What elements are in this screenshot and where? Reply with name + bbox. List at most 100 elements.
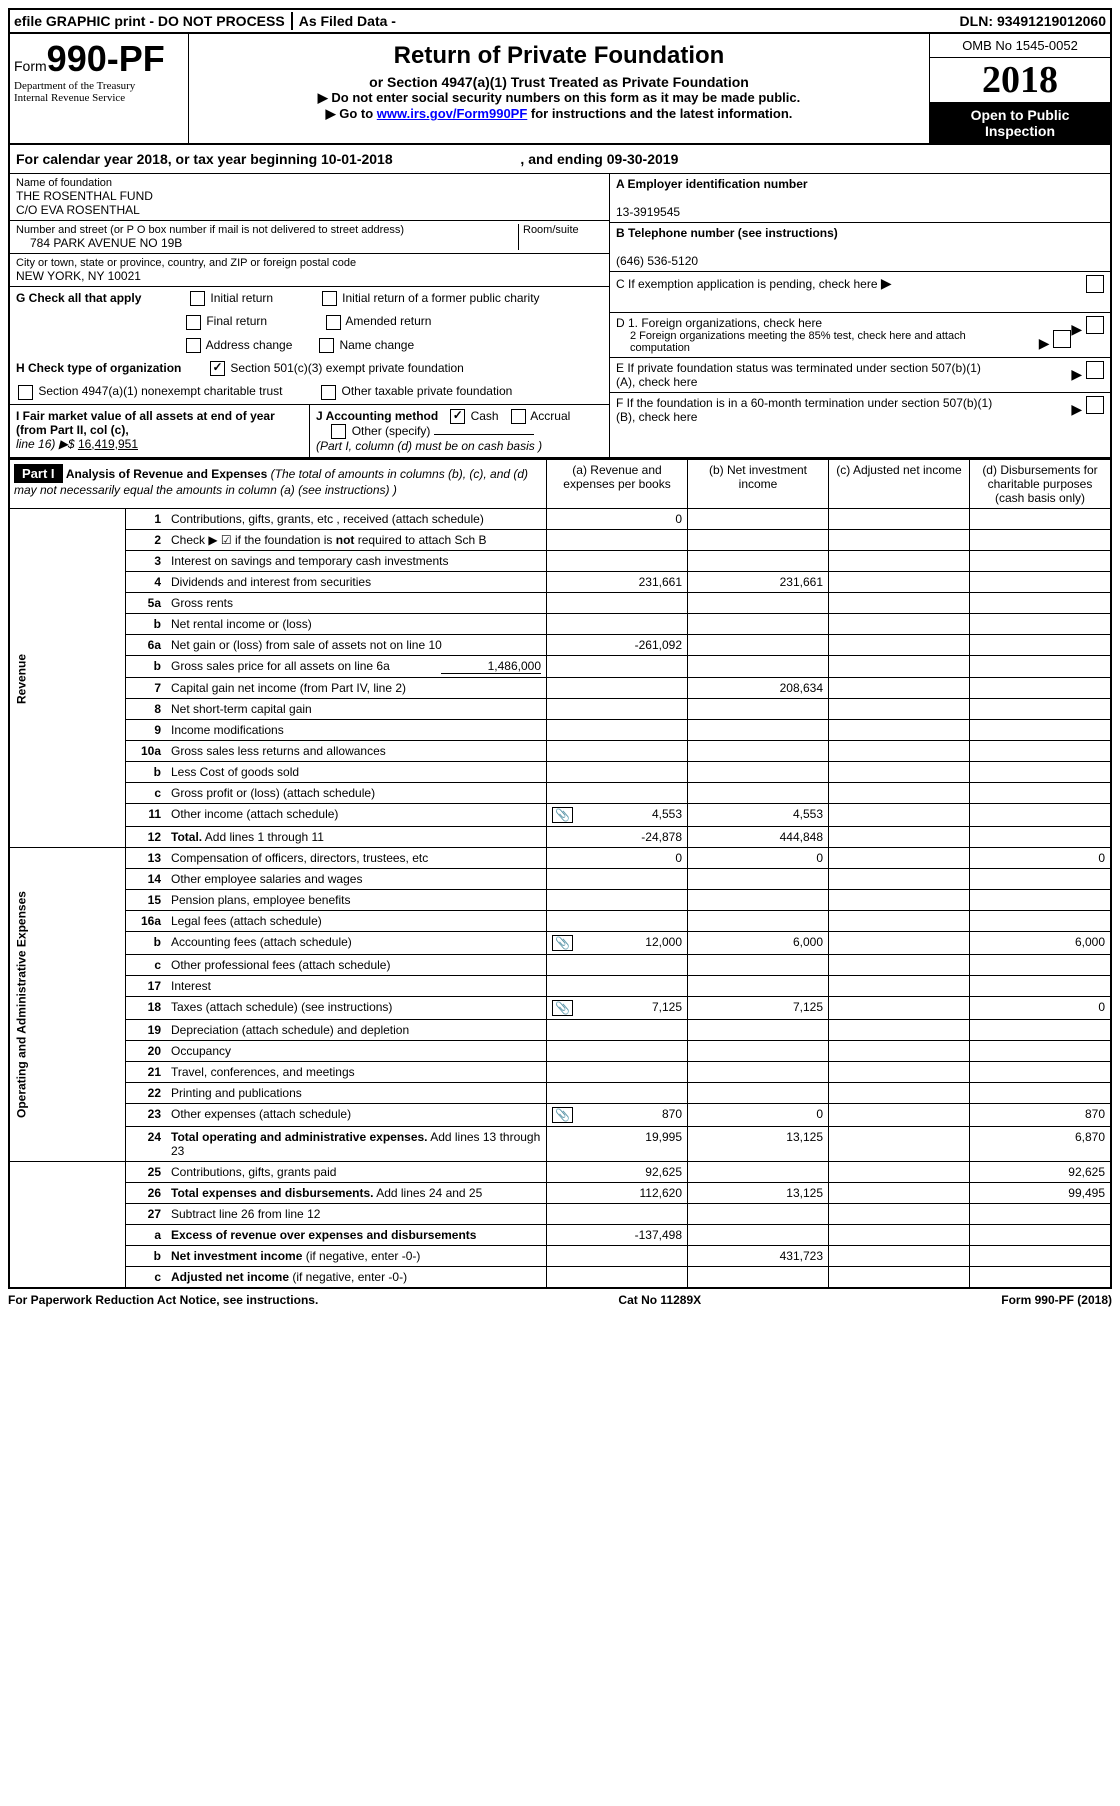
c-label: C If exemption application is pending, c… (616, 277, 878, 291)
foundation-addr: 784 PARK AVENUE NO 19B (16, 236, 514, 250)
cb-501c3[interactable]: ✓ (210, 361, 225, 376)
cb-other-tax[interactable] (321, 385, 336, 400)
inspection-line1: Open to Public (934, 107, 1106, 123)
table-row: 11Other income (attach schedule)📎4,5534,… (9, 804, 1111, 827)
dln-label: DLN: (960, 13, 993, 29)
cb-initial-former[interactable] (322, 291, 337, 306)
table-row: aExcess of revenue over expenses and dis… (9, 1225, 1111, 1246)
ein-value: 13-3919545 (616, 205, 680, 219)
table-row: 18Taxes (attach schedule) (see instructi… (9, 997, 1111, 1020)
table-row: 23Other expenses (attach schedule)📎87008… (9, 1104, 1111, 1127)
name-label: Name of foundation (16, 177, 603, 189)
footer-left: For Paperwork Reduction Act Notice, see … (8, 1293, 318, 1307)
cb-name[interactable] (319, 338, 334, 353)
f-label: F If the foundation is in a 60-month ter… (616, 396, 996, 424)
cal-year-end: , and ending 09-30-2019 (520, 151, 678, 167)
dln-value: 93491219012060 (997, 13, 1106, 29)
table-row: 22Printing and publications (9, 1083, 1111, 1104)
fmv-value: 16,419,951 (78, 437, 138, 451)
table-row: 27Subtract line 26 from line 12 (9, 1204, 1111, 1225)
table-row: 15Pension plans, employee benefits (9, 890, 1111, 911)
inst2-post: for instructions and the latest informat… (527, 106, 792, 121)
table-row: 24Total operating and administrative exp… (9, 1127, 1111, 1162)
efile-label: efile GRAPHIC print - DO NOT PROCESS (14, 13, 285, 29)
table-row: 26Total expenses and disbursements. Add … (9, 1183, 1111, 1204)
cb-cash[interactable]: ✓ (450, 409, 465, 424)
table-row: 25Contributions, gifts, grants paid92,62… (9, 1162, 1111, 1183)
irs-link[interactable]: www.irs.gov/Form990PF (377, 106, 528, 121)
table-row: Operating and Administrative Expenses13C… (9, 848, 1111, 869)
cb-d1[interactable] (1086, 316, 1104, 334)
table-row: cGross profit or (loss) (attach schedule… (9, 783, 1111, 804)
e-label: E If private foundation status was termi… (616, 361, 996, 389)
table-row: 10aGross sales less returns and allowanc… (9, 741, 1111, 762)
dept-line1: Department of the Treasury (14, 80, 184, 92)
cb-other-acct[interactable] (331, 424, 346, 439)
table-row: 16aLegal fees (attach schedule) (9, 911, 1111, 932)
form-number: 990-PF (47, 38, 165, 79)
dept-line2: Internal Revenue Service (14, 92, 184, 104)
d2-label: 2 Foreign organizations meeting the 85% … (616, 330, 980, 354)
form-prefix: Form (14, 58, 47, 74)
room-label: Room/suite (523, 224, 603, 236)
j-note: (Part I, column (d) must be on cash basi… (316, 439, 542, 453)
footer-right: Form 990-PF (2018) (1001, 1293, 1112, 1307)
table-row: 8Net short-term capital gain (9, 699, 1111, 720)
inspection-line2: Inspection (934, 123, 1106, 139)
table-row: bLess Cost of goods sold (9, 762, 1111, 783)
cb-4947[interactable] (18, 385, 33, 400)
cb-accrual[interactable] (511, 409, 526, 424)
table-row: 19Depreciation (attach schedule) and dep… (9, 1020, 1111, 1041)
table-row: 5aGross rents (9, 593, 1111, 614)
cb-e[interactable] (1086, 361, 1104, 379)
h-label: H Check type of organization (16, 361, 181, 375)
table-row: Revenue1Contributions, gifts, grants, et… (9, 509, 1111, 530)
foundation-name1: THE ROSENTHAL FUND (16, 189, 603, 203)
table-row: 21Travel, conferences, and meetings (9, 1062, 1111, 1083)
i-label2: line 16) ▶$ (16, 437, 78, 451)
cb-f[interactable] (1086, 396, 1104, 414)
d1-label: D 1. Foreign organizations, check here (616, 316, 822, 330)
cb-amended[interactable] (326, 315, 341, 330)
asfiled-label: As Filed Data - (299, 13, 396, 29)
table-row: 4Dividends and interest from securities2… (9, 572, 1111, 593)
phone-value: (646) 536-5120 (616, 254, 698, 268)
col-c-header: (c) Adjusted net income (829, 460, 970, 509)
form-subtitle: or Section 4947(a)(1) Trust Treated as P… (199, 74, 919, 90)
foundation-name2: C/O EVA ROSENTHAL (16, 203, 603, 217)
cb-c[interactable] (1086, 275, 1104, 293)
part1-table: Part I Analysis of Revenue and Expenses … (8, 459, 1112, 1289)
revenue-label: Revenue (9, 509, 126, 848)
col-a-header: (a) Revenue and expenses per books (547, 460, 688, 509)
cb-initial[interactable] (190, 291, 205, 306)
inst2-pre: ▶ Go to (326, 106, 377, 121)
table-row: 14Other employee salaries and wages (9, 869, 1111, 890)
g-label: G Check all that apply (16, 291, 141, 305)
col-d-header: (d) Disbursements for charitable purpose… (970, 460, 1112, 509)
i-label1: I Fair market value of all assets at end… (16, 409, 275, 437)
tax-year: 2018 (930, 58, 1110, 103)
table-row: bNet investment income (if negative, ent… (9, 1246, 1111, 1267)
b-label: B Telephone number (see instructions) (616, 226, 838, 240)
footer-mid: Cat No 11289X (618, 1293, 701, 1307)
cb-final[interactable] (186, 315, 201, 330)
part1-label: Part I (14, 464, 63, 483)
table-row: bNet rental income or (loss) (9, 614, 1111, 635)
cb-d2[interactable] (1053, 330, 1071, 348)
form-header: Form990-PF Department of the Treasury In… (8, 34, 1112, 145)
table-row: 7Capital gain net income (from Part IV, … (9, 678, 1111, 699)
expenses-label: Operating and Administrative Expenses (9, 848, 126, 1162)
part1-title: Analysis of Revenue and Expenses (66, 467, 267, 481)
table-row: 2Check ▶ ☑ if the foundation is not requ… (9, 530, 1111, 551)
table-row: 17Interest (9, 976, 1111, 997)
a-label: A Employer identification number (616, 177, 808, 191)
table-row: 20Occupancy (9, 1041, 1111, 1062)
table-row: 12Total. Add lines 1 through 11-24,87844… (9, 827, 1111, 848)
foundation-city: NEW YORK, NY 10021 (16, 269, 603, 283)
top-bar: efile GRAPHIC print - DO NOT PROCESS As … (8, 8, 1112, 34)
cb-address[interactable] (186, 338, 201, 353)
form-inst1: ▶ Do not enter social security numbers o… (199, 90, 919, 106)
page-footer: For Paperwork Reduction Act Notice, see … (8, 1289, 1112, 1307)
form-title: Return of Private Foundation (199, 42, 919, 70)
cal-year-begin: For calendar year 2018, or tax year begi… (16, 151, 393, 167)
